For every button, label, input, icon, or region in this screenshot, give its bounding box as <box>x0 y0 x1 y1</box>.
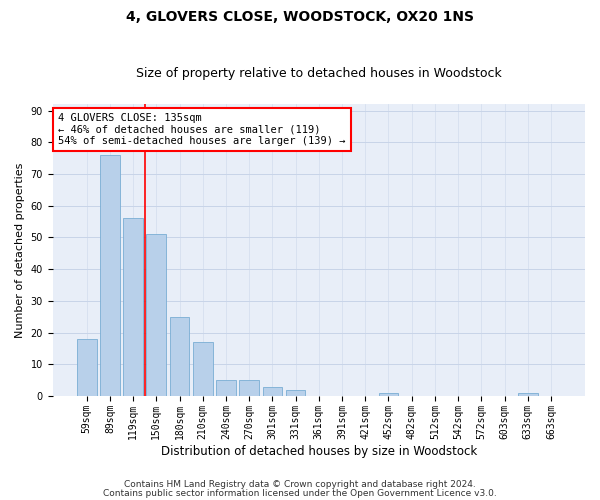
Bar <box>379 393 398 396</box>
Bar <box>286 390 305 396</box>
Bar <box>170 317 190 396</box>
Text: Contains public sector information licensed under the Open Government Licence v3: Contains public sector information licen… <box>103 489 497 498</box>
Bar <box>77 339 97 396</box>
Bar <box>123 218 143 396</box>
Y-axis label: Number of detached properties: Number of detached properties <box>15 162 25 338</box>
Title: Size of property relative to detached houses in Woodstock: Size of property relative to detached ho… <box>136 66 502 80</box>
Bar <box>100 155 120 396</box>
X-axis label: Distribution of detached houses by size in Woodstock: Distribution of detached houses by size … <box>161 444 477 458</box>
Bar <box>263 386 282 396</box>
Bar <box>518 393 538 396</box>
Bar <box>216 380 236 396</box>
Bar <box>193 342 212 396</box>
Bar <box>146 234 166 396</box>
Text: Contains HM Land Registry data © Crown copyright and database right 2024.: Contains HM Land Registry data © Crown c… <box>124 480 476 489</box>
Text: 4 GLOVERS CLOSE: 135sqm
← 46% of detached houses are smaller (119)
54% of semi-d: 4 GLOVERS CLOSE: 135sqm ← 46% of detache… <box>58 113 346 146</box>
Text: 4, GLOVERS CLOSE, WOODSTOCK, OX20 1NS: 4, GLOVERS CLOSE, WOODSTOCK, OX20 1NS <box>126 10 474 24</box>
Bar <box>239 380 259 396</box>
